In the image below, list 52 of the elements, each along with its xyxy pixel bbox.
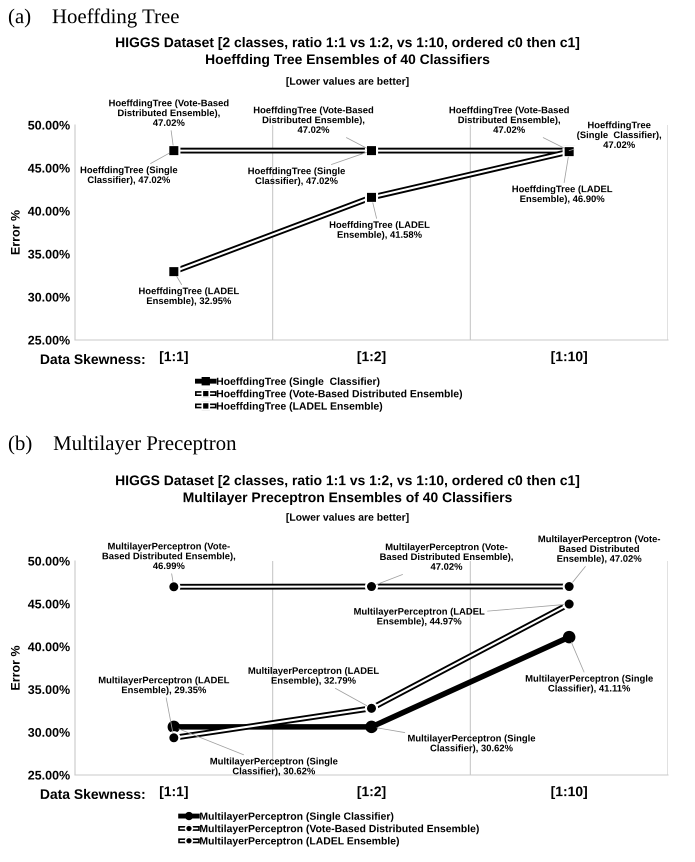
- chart-title: HIGGS Dataset [2 classes, ratio 1:1 vs 1:2, vs 1:10, ordered c0 then c1] Multilayer Preceptron Ensembles of 40 Classifiers: [116, 475, 580, 505]
- data-label: HoeffdingTree (Vote-Based Distributed Ensemble), 47.02%: [254, 106, 374, 134]
- data-label: MultilayerPerceptron (LADEL Ensemble), 32.79%: [248, 667, 379, 686]
- data-label: HoeffdingTree (Single Classifier), 47.02%: [577, 121, 662, 148]
- chart-title: HIGGS Dataset [2 classes, ratio 1:1 vs 1:2, vs 1:10, ordered c0 then c1] Hoeffding Tree Ensembles of 40 Classifiers: [116, 37, 580, 67]
- data-label: HoeffdingTree (LADEL Ensemble), 41.58%: [330, 221, 430, 240]
- data-label: MultilayerPerceptron (Single Classifier), 41.11%: [526, 674, 653, 694]
- y-tick-label: 50.00%: [28, 120, 70, 130]
- x-axis-title: Data Skewness:: [40, 788, 144, 800]
- x-tick-label: [1:2]: [358, 786, 386, 800]
- y-axis-title: Error %: [10, 646, 20, 690]
- legend-label: HoeffdingTree (LADEL Ensemble): [216, 402, 382, 412]
- y-axis-title: Error %: [10, 210, 20, 254]
- text: (b) Multilayer Preceptron: [8, 436, 236, 454]
- x-axis-title: Data Skewness:: [40, 354, 144, 364]
- y-tick-label: 30.00%: [28, 728, 70, 737]
- data-label: MultilayerPerceptron (LADEL Ensemble), 44.97%: [354, 608, 484, 626]
- y-tick-label: 40.00%: [28, 642, 70, 652]
- legend-label: HoeffdingTree (Vote-Based Distributed Ensemble): [216, 390, 462, 400]
- x-tick-label: [1:10]: [551, 786, 587, 800]
- data-label: MultilayerPerceptron (Single Classifier), 30.62%: [408, 734, 536, 754]
- x-tick-label: [1:2]: [358, 351, 386, 364]
- chart-subtitle: [Lower values are better]: [286, 77, 409, 87]
- data-label: MultilayerPerceptron (Vote- Based Distributed Ensemble), 47.02%: [538, 535, 660, 564]
- y-tick-label: 25.00%: [28, 770, 70, 780]
- legend-label: MultilayerPerceptron (Single Classifier): [200, 812, 394, 822]
- data-label: HoeffdingTree (Single Classifier), 47.02%: [248, 167, 345, 186]
- y-tick-label: 30.00%: [28, 292, 70, 302]
- y-tick-label: 35.00%: [28, 250, 70, 259]
- chart-subtitle: [Lower values are better]: [286, 513, 409, 523]
- x-tick-label: [1:1]: [160, 786, 188, 800]
- y-tick-label: 35.00%: [28, 685, 70, 694]
- data-label: HoeffdingTree (Single Classifier), 47.02%: [80, 166, 178, 185]
- data-label: MultilayerPerceptron (LADEL Ensemble), 29.35%: [98, 676, 230, 696]
- legend-label: MultilayerPerceptron (Vote-Based Distributed Ensemble): [200, 824, 479, 834]
- legend-label: MultilayerPerceptron (LADEL Ensemble): [200, 836, 399, 847]
- y-tick-label: 40.00%: [28, 206, 70, 216]
- legend-label: HoeffdingTree (Single Classifier): [216, 377, 380, 388]
- data-label: HoeffdingTree (LADEL Ensemble), 46.90%: [512, 185, 612, 204]
- x-tick-label: [1:1]: [160, 351, 188, 364]
- data-label: HoeffdingTree (Vote-Based Distributed Ensemble), 47.02%: [109, 99, 228, 126]
- text: (a) Hoeffding Tree: [8, 8, 179, 28]
- y-tick-label: 45.00%: [28, 164, 70, 173]
- y-tick-label: 25.00%: [28, 336, 70, 345]
- data-label: MultilayerPerceptron (Vote- Based Distributed Ensemble), 46.99%: [102, 542, 236, 570]
- data-label: HoeffdingTree (Vote-Based Distributed Ensemble), 47.02%: [450, 106, 569, 134]
- data-label: MultilayerPerceptron (Single Classifier), 30.62%: [210, 758, 338, 776]
- y-tick-label: 50.00%: [28, 556, 70, 566]
- x-tick-label: [1:10]: [551, 351, 587, 364]
- data-label: HoeffdingTree (LADEL Ensemble), 32.95%: [139, 287, 239, 306]
- y-tick-label: 45.00%: [28, 600, 70, 608]
- data-label: MultilayerPerceptron (Vote- Based Distributed Ensemble), 47.02%: [380, 543, 513, 570]
